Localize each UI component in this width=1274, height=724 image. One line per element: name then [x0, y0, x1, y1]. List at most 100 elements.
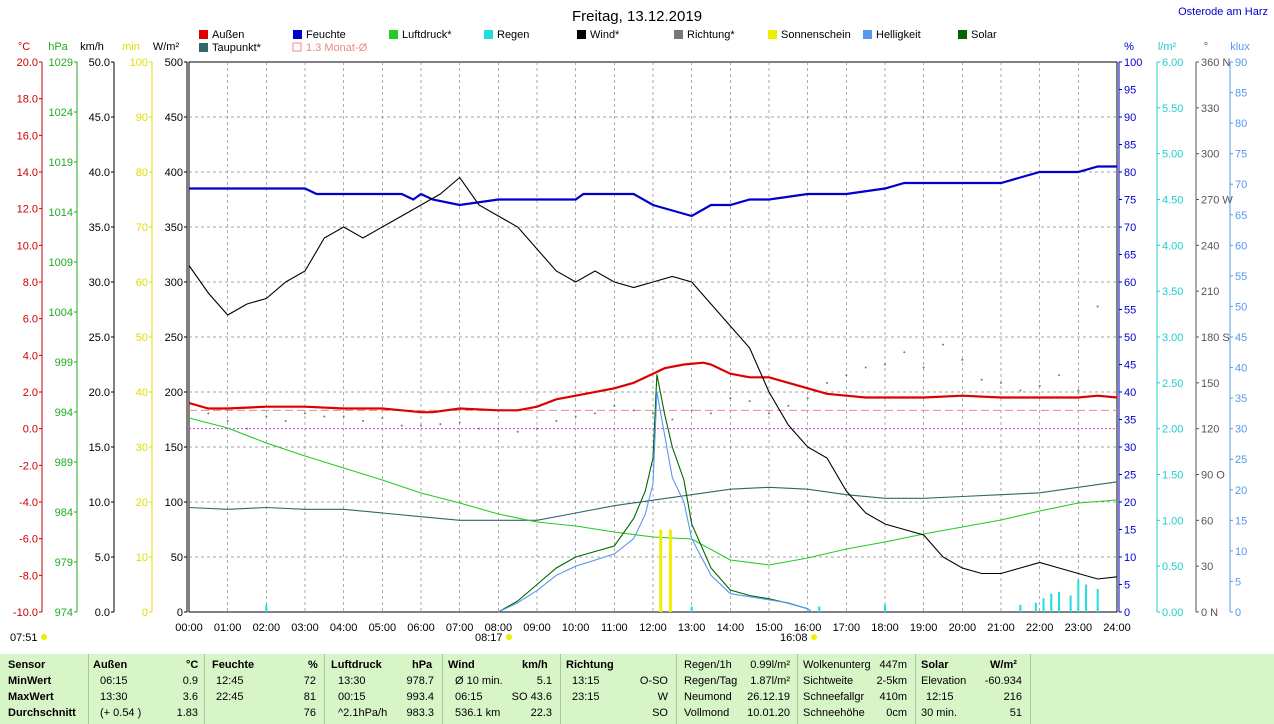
pct-tick-label: 20	[1124, 497, 1136, 509]
deg-tick-label: 210	[1201, 286, 1219, 298]
legend-swatch	[484, 30, 493, 39]
legend-swatch	[863, 30, 872, 39]
hpa-tick-label: 999	[55, 357, 73, 369]
klux-tick-label: 0	[1235, 607, 1241, 619]
temp-tick-label: 2.0	[23, 387, 38, 399]
klux-tick-label: 25	[1235, 454, 1247, 466]
stats-divider	[1030, 654, 1031, 724]
kmh-tick-label: 15.0	[89, 442, 110, 454]
deg-tick-label: 240	[1201, 240, 1219, 252]
hpa-tick-label: 1019	[49, 157, 73, 169]
stats-extra2-value: 447m	[879, 659, 907, 671]
hpa-tick-label: 979	[55, 557, 73, 569]
lm2-tick-label: 5.50	[1162, 103, 1183, 115]
stats-wind_v: 5.1	[536, 675, 552, 687]
point-richtung	[961, 358, 964, 361]
stats-header-druck: Luftdruck	[331, 659, 382, 671]
kmh-tick-label: 20.0	[89, 387, 110, 399]
stats-extra2-value: 410m	[879, 691, 907, 703]
lm2-tick-label: 2.50	[1162, 378, 1183, 390]
point-richtung	[826, 381, 828, 384]
point-richtung	[903, 351, 906, 354]
temp-tick-label: 4.0	[23, 350, 38, 362]
stats-extra-value: 1.87l/m²	[750, 675, 790, 687]
point-richtung	[226, 420, 229, 423]
stats-feuchte_v: 76	[303, 707, 316, 719]
klux-tick-label: 20	[1235, 485, 1247, 497]
pct-unit: %	[1124, 41, 1134, 53]
stats-druck_t: 13:30	[338, 675, 366, 687]
stats-aussen_t: 06:15	[100, 675, 128, 687]
time-tick-label: 07:00	[446, 622, 474, 634]
temp-tick-label: 12.0	[17, 204, 38, 216]
pct-tick-label: 95	[1124, 85, 1136, 97]
time-tick-label: 11:00	[601, 622, 628, 634]
stats-header-sensor: Sensor	[8, 659, 46, 671]
stats-header-feuchte: Feuchte	[212, 659, 255, 671]
min-tick-label: 80	[136, 167, 148, 179]
min-tick-label: 30	[136, 442, 148, 454]
kmh-tick-label: 5.0	[95, 552, 110, 564]
series-line-taupunkt	[188, 481, 1118, 521]
stats-panel: Sensor Außen °C Feuchte % Luftdruck hPa …	[0, 654, 1274, 724]
deg-tick-label: 360 N	[1201, 57, 1230, 69]
point-richtung	[516, 430, 519, 433]
lm2-tick-label: 6.00	[1162, 57, 1183, 69]
stats-wind_t: Ø 10 min.	[455, 675, 503, 687]
lm2-unit: l/m²	[1158, 41, 1177, 53]
stats-solar-value: 51	[1009, 707, 1022, 719]
stats-extra-key: Vollmond	[684, 707, 730, 719]
legend-label: Luftdruck*	[402, 29, 452, 41]
stats-divider	[88, 654, 89, 724]
stats-richt_v: O-SO	[639, 675, 668, 687]
klux-tick-label: 30	[1235, 424, 1247, 436]
legend-label: Außen	[212, 29, 244, 41]
kmh-tick-label: 30.0	[89, 277, 110, 289]
klux-tick-label: 85	[1235, 88, 1247, 100]
time-tick-label: 14:00	[717, 622, 745, 634]
stats-richt_t: 13:15	[572, 675, 600, 687]
point-richtung	[980, 378, 983, 381]
kmh-tick-label: 10.0	[89, 497, 110, 509]
bar-regen	[1058, 591, 1060, 612]
deg-tick-label: 90 O	[1201, 470, 1225, 482]
stats-extra2-key: Sichtweite	[803, 675, 854, 687]
kmh-tick-label: 40.0	[89, 167, 110, 179]
bar-regen	[1069, 595, 1072, 612]
point-richtung	[1077, 389, 1080, 392]
kmh-tick-label: 25.0	[89, 332, 110, 344]
temp-tick-label: 6.0	[23, 314, 38, 326]
stats-solar-key: 30 min.	[921, 707, 958, 719]
daylight-end-label: 16:08	[780, 632, 808, 644]
klux-tick-label: 45	[1235, 332, 1247, 344]
stats-aussen_t: 13:30	[100, 691, 128, 703]
klux-tick-label: 35	[1235, 393, 1247, 405]
klux-tick-label: 50	[1235, 301, 1247, 313]
series-line-feuchte	[189, 165, 1117, 218]
point-richtung	[284, 420, 287, 423]
legend-label: 1.3 Monat-Ø	[306, 42, 368, 54]
time-tick-label: 08:00	[485, 622, 513, 634]
stats-divider	[324, 654, 325, 724]
stats-druck_v: 978.7	[406, 675, 434, 687]
legend-swatch	[389, 30, 398, 39]
time-tick-label: 17:00	[833, 622, 861, 634]
pct-tick-label: 25	[1124, 470, 1136, 482]
wm2-tick-label: 150	[165, 442, 183, 454]
point-richtung	[439, 423, 442, 426]
bar-regen	[690, 606, 693, 612]
point-richtung	[690, 409, 693, 412]
time-tick-label: 23:00	[1065, 622, 1093, 634]
klux-tick-label: 90	[1235, 57, 1247, 69]
hpa-tick-label: 1029	[49, 57, 73, 69]
deg-tick-label: 330	[1201, 103, 1219, 115]
legend-swatch	[199, 43, 208, 52]
legend-label: Wind*	[590, 29, 620, 41]
bar-regen	[1077, 579, 1080, 612]
stats-label: MinWert	[8, 675, 52, 687]
point-richtung	[420, 424, 422, 427]
point-richtung	[922, 366, 925, 369]
stats-solar-unit: W/m²	[990, 659, 1017, 671]
time-tick-label: 02:00	[253, 622, 281, 634]
kmh-tick-label: 45.0	[89, 112, 110, 124]
